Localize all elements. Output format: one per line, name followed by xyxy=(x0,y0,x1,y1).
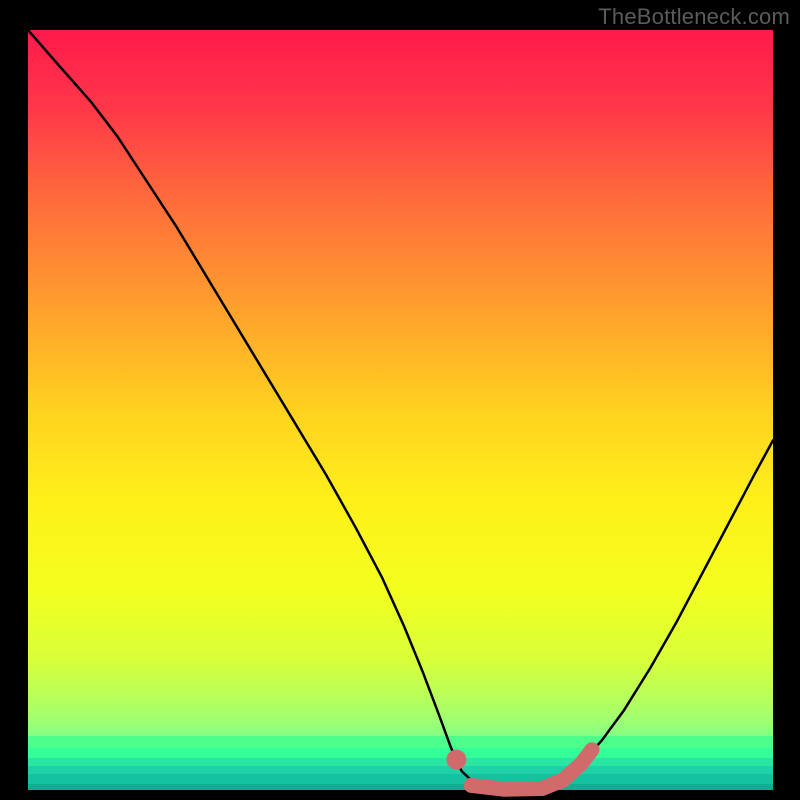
bottom-band xyxy=(28,758,773,766)
gradient-background xyxy=(28,30,773,790)
watermark-text: TheBottleneck.com xyxy=(598,4,790,30)
highlight-dot xyxy=(446,750,466,770)
bottom-bands xyxy=(28,736,773,790)
bottom-band xyxy=(28,766,773,774)
bottom-band xyxy=(28,736,773,748)
bottom-band xyxy=(28,774,773,784)
chart-svg xyxy=(0,0,800,800)
chart-root: TheBottleneck.com xyxy=(0,0,800,800)
plot-area xyxy=(28,30,773,790)
bottom-band xyxy=(28,784,773,790)
bottom-band xyxy=(28,748,773,758)
